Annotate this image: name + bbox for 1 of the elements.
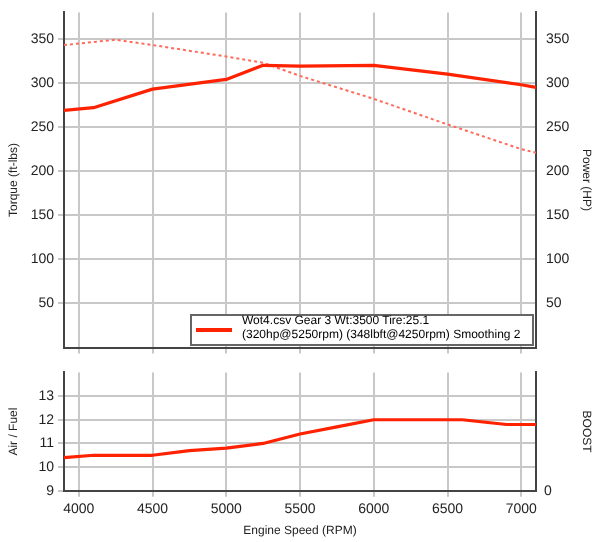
line-series [64, 38, 536, 154]
